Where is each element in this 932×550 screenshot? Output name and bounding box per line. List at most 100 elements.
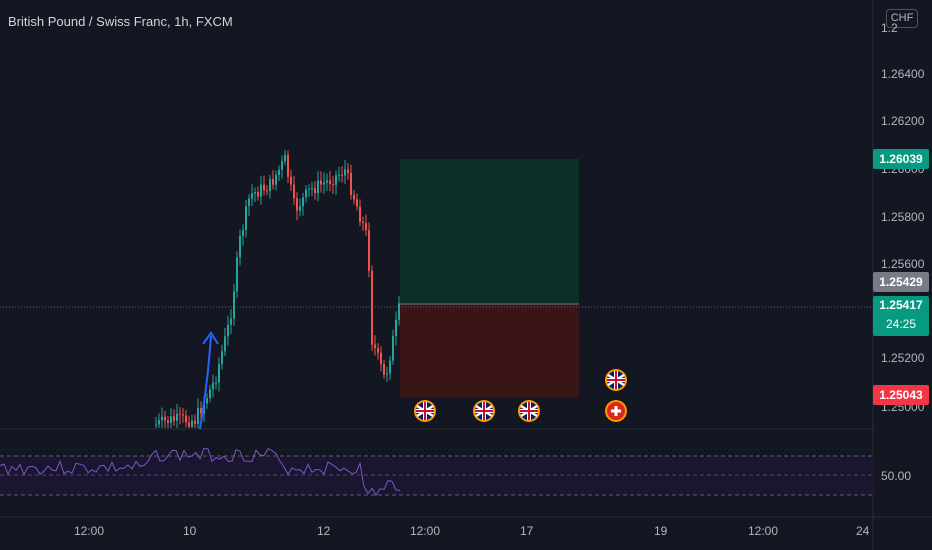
- candle-body: [218, 363, 220, 383]
- candle-body: [311, 188, 313, 190]
- gbp-flag-icon[interactable]: [473, 400, 495, 422]
- candle-body: [323, 182, 325, 185]
- candle-body: [353, 194, 355, 200]
- candle-body: [269, 179, 271, 192]
- currency-badge[interactable]: CHF: [886, 9, 918, 28]
- candle-body: [317, 180, 319, 194]
- candle-body: [293, 184, 295, 199]
- candle-body: [227, 324, 229, 337]
- candle-body: [188, 422, 190, 427]
- candle-body: [386, 373, 388, 375]
- candle-body: [209, 389, 211, 399]
- price-tick: 1.25200: [881, 351, 925, 365]
- candle-body: [344, 169, 346, 176]
- loss-zone[interactable]: [400, 304, 579, 397]
- candle-body: [254, 192, 256, 194]
- candle-body: [155, 424, 157, 426]
- candle-body: [248, 198, 250, 207]
- candle-body: [185, 415, 187, 423]
- candle-body: [398, 303, 400, 320]
- time-tick: 10: [183, 524, 197, 538]
- candle-body: [281, 161, 283, 170]
- candle-body: [242, 229, 244, 237]
- candle-body: [374, 344, 376, 349]
- candle-body: [338, 174, 340, 176]
- candle-body: [389, 360, 391, 374]
- candle-body: [221, 351, 223, 364]
- candle-body: [314, 188, 316, 194]
- candle-body: [332, 184, 334, 186]
- candle-body: [272, 179, 274, 185]
- candle-body: [239, 236, 241, 258]
- candle-body: [335, 175, 337, 185]
- candle-body: [200, 408, 202, 414]
- candle-body: [164, 416, 166, 421]
- candle-body: [197, 408, 199, 424]
- candle-body: [275, 174, 277, 185]
- candle-body: [278, 169, 280, 175]
- time-tick: 12: [317, 524, 331, 538]
- candle-body: [158, 420, 160, 425]
- rsi-tick: 50.00: [881, 469, 912, 483]
- candle-body: [266, 190, 268, 192]
- candle-body: [257, 192, 259, 197]
- candle-body: [215, 382, 217, 384]
- rsi-line: [0, 447, 401, 497]
- candle-body: [194, 420, 196, 424]
- candle-body: [179, 413, 181, 415]
- candle-body: [284, 154, 286, 162]
- candle-body: [224, 336, 226, 352]
- candle-body: [212, 382, 214, 390]
- time-tick: 12:00: [74, 524, 105, 538]
- candle-body: [392, 336, 394, 361]
- gbp-flag-icon[interactable]: [518, 400, 540, 422]
- candle-body: [191, 420, 193, 427]
- arrow-drawing[interactable]: [199, 335, 212, 430]
- candle-body: [380, 352, 382, 365]
- candle-body: [173, 416, 175, 421]
- price-tick: 1.25600: [881, 257, 925, 271]
- candle-body: [170, 416, 172, 423]
- candle-body: [290, 176, 292, 185]
- candle-body: [395, 319, 397, 337]
- candle-body: [299, 206, 301, 211]
- entry-price-label: 1.25429: [873, 272, 929, 292]
- candle-body: [296, 198, 298, 211]
- candle-body: [263, 184, 265, 191]
- candle-body: [167, 420, 169, 423]
- arrow-head-icon: [202, 331, 219, 345]
- candle-body: [308, 188, 310, 190]
- candle-body: [329, 180, 331, 185]
- candle-body: [341, 174, 343, 176]
- candle-body: [251, 193, 253, 199]
- time-tick: 24: [856, 524, 870, 538]
- profit-zone[interactable]: [400, 159, 579, 304]
- candle-body: [356, 199, 358, 207]
- candle-body: [362, 221, 364, 224]
- price-tick: 1.26200: [881, 114, 925, 128]
- candle-body: [161, 416, 163, 421]
- time-tick: 19: [654, 524, 668, 538]
- candle-body: [350, 172, 352, 195]
- current-price-value: 1.25417: [879, 298, 923, 312]
- candle-body: [320, 180, 322, 185]
- candle-body: [326, 180, 328, 183]
- bar-countdown: 24:25: [885, 317, 917, 331]
- candle-body: [230, 318, 232, 325]
- symbol-title[interactable]: British Pound / Swiss Franc, 1h, FXCM: [8, 14, 233, 29]
- candles: [155, 149, 400, 428]
- gbp-flag-icon[interactable]: [414, 400, 436, 422]
- candle-body: [383, 364, 385, 375]
- price-tick: 1.2: [881, 21, 898, 35]
- candle-body: [236, 257, 238, 292]
- candle-body: [206, 398, 208, 404]
- candle-body: [305, 189, 307, 198]
- candle-body: [359, 206, 361, 222]
- chf-flag-icon[interactable]: [605, 400, 627, 422]
- candle-body: [302, 197, 304, 207]
- stop-price-label: 1.25043: [873, 385, 929, 405]
- gbp-flag-icon[interactable]: [605, 369, 627, 391]
- target-price-label: 1.26039: [873, 149, 929, 169]
- candle-body: [233, 291, 235, 319]
